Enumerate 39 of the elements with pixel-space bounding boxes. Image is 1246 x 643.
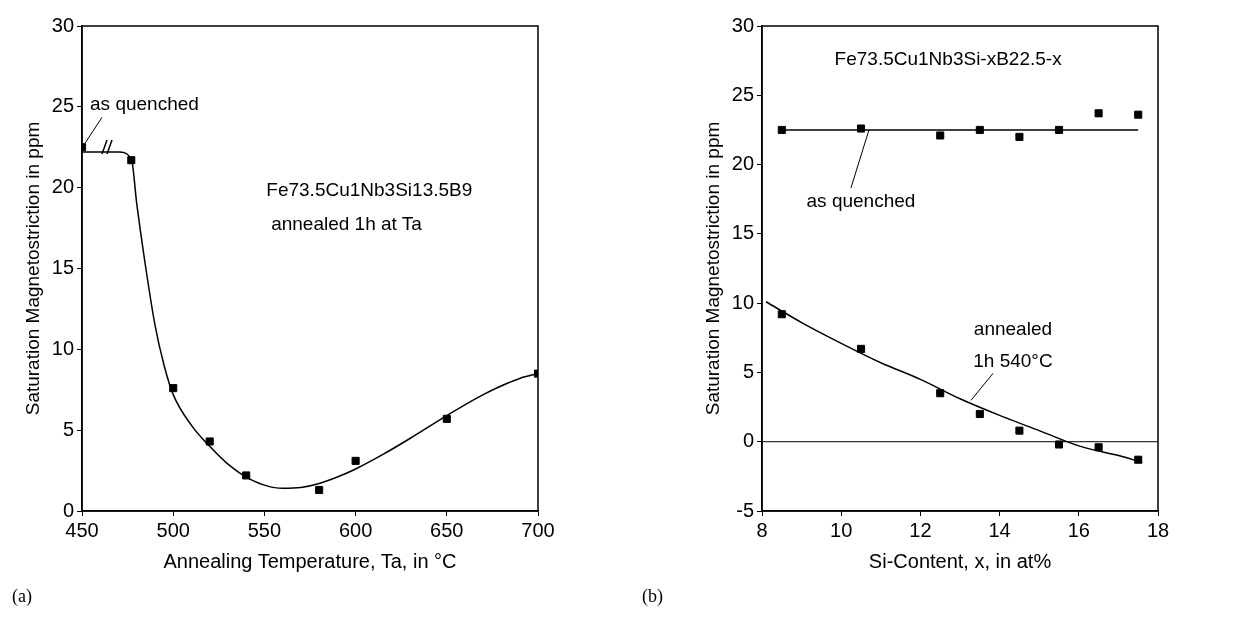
y-tick-label: 5 xyxy=(742,359,755,382)
y-tick-label: 10 xyxy=(731,290,755,313)
annotation: as quenched xyxy=(806,190,916,212)
y-tick-label: 5 xyxy=(62,417,75,440)
y-tick-label: 15 xyxy=(731,221,755,244)
x-tick-label: 12 xyxy=(909,518,932,541)
x-tick-label: 500 xyxy=(156,518,190,541)
x-tick-label: 700 xyxy=(521,518,555,541)
y-tick-label: 25 xyxy=(731,82,755,105)
x-tick-label: 16 xyxy=(1067,518,1090,541)
text: annealed 1h at Ta xyxy=(271,213,423,235)
y-tick-label: 25 xyxy=(51,94,75,117)
y-tick-label: 0 xyxy=(62,498,75,521)
y-tick-label: 10 xyxy=(51,336,75,359)
text: Fe73.5Cu1Nb3Si13.5B9 xyxy=(266,179,473,201)
annotation: as quenched xyxy=(90,93,199,115)
y-axis-title: Saturation Magnetostriction in ppm xyxy=(701,121,723,416)
x-tick-label: 14 xyxy=(988,518,1011,541)
x-tick-label: 18 xyxy=(1146,518,1170,541)
x-tick-label: 8 xyxy=(756,518,768,541)
x-tick-label: 450 xyxy=(65,518,99,541)
x-tick-label: 650 xyxy=(430,518,464,541)
x-axis-title: Annealing Temperature, Ta, in °C xyxy=(163,549,457,572)
y-tick-label: 30 xyxy=(51,13,75,36)
y-tick-label: 20 xyxy=(731,152,755,175)
x-tick-label: 550 xyxy=(247,518,282,541)
x-axis-title: Si-Content, x, in at% xyxy=(868,549,1052,572)
annotation: annealed 1h 540°C xyxy=(973,317,1053,371)
y-tick-label: 30 xyxy=(731,13,755,36)
text: (b) xyxy=(642,585,663,607)
x-tick-label: 600 xyxy=(338,518,373,541)
x-tick-label: 10 xyxy=(830,518,853,541)
y-axis-title: Saturation Magnetostriction in ppm xyxy=(21,121,43,416)
y-tick-label: -5 xyxy=(736,498,755,521)
y-tick-label: 15 xyxy=(51,256,75,279)
y-tick-label: 20 xyxy=(51,175,75,198)
text: Fe73.5Cu1Nb3Si-xB22.5-x xyxy=(834,48,1063,70)
y-tick-label: 0 xyxy=(742,429,755,452)
text: (a) xyxy=(12,585,32,607)
